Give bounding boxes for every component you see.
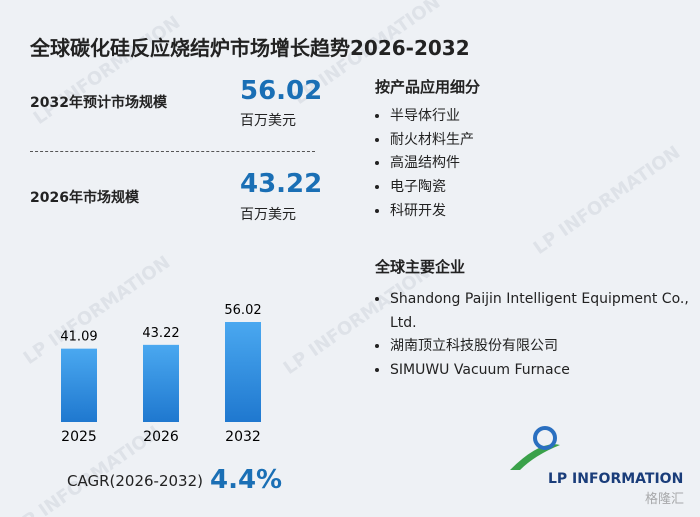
source-watermark: 格隆汇 xyxy=(645,491,684,507)
logo-mark xyxy=(510,444,560,470)
segment-item: 耐火材料生产 xyxy=(390,129,690,153)
divider xyxy=(30,151,315,152)
segment-item: 电子陶瓷 xyxy=(390,176,690,200)
company-item: SIMUWU Vacuum Furnace xyxy=(390,359,690,383)
company-item: Shandong Paijin Intelligent Equipment Co… xyxy=(390,288,690,335)
value-label: 56.02 xyxy=(224,303,261,318)
stat-label: 2026年市场规模 xyxy=(30,190,139,206)
stat-label: 2032年预计市场规模 xyxy=(30,95,167,111)
segment-item: 高温结构件 xyxy=(390,152,690,176)
logo-mark xyxy=(533,426,557,450)
bar xyxy=(225,322,261,422)
company-item: 湖南顶立科技股份有限公司 xyxy=(390,335,690,359)
x-tick-label: 2026 xyxy=(143,429,179,445)
value-label: 43.22 xyxy=(142,326,179,341)
stat-unit: 百万美元 xyxy=(240,113,296,129)
stat-value: 43.22 xyxy=(240,169,323,199)
logo-text: LP INFORMATION xyxy=(548,471,683,487)
bar xyxy=(61,348,97,422)
value-label: 41.09 xyxy=(60,330,97,345)
segment-item: 科研开发 xyxy=(390,200,690,224)
segment-item: 半导体行业 xyxy=(390,105,690,129)
stat-value: 56.02 xyxy=(240,76,323,106)
cagr-label: CAGR(2026-2032) xyxy=(67,472,203,490)
company-list: Shandong Paijin Intelligent Equipment Co… xyxy=(375,288,690,382)
title: 全球碳化硅反应烧结炉市场增长趋势2026-2032 xyxy=(30,36,470,60)
section-heading: 全球主要企业 xyxy=(375,258,466,276)
segment-list: 半导体行业耐火材料生产高温结构件电子陶瓷科研开发 xyxy=(375,105,690,224)
stat-unit: 百万美元 xyxy=(240,207,296,223)
x-tick-label: 2032 xyxy=(225,429,261,445)
cagr-value: 4.4% xyxy=(210,465,283,495)
bar xyxy=(143,344,179,422)
section-heading: 按产品应用细分 xyxy=(375,78,481,96)
x-tick-label: 2025 xyxy=(61,429,97,445)
